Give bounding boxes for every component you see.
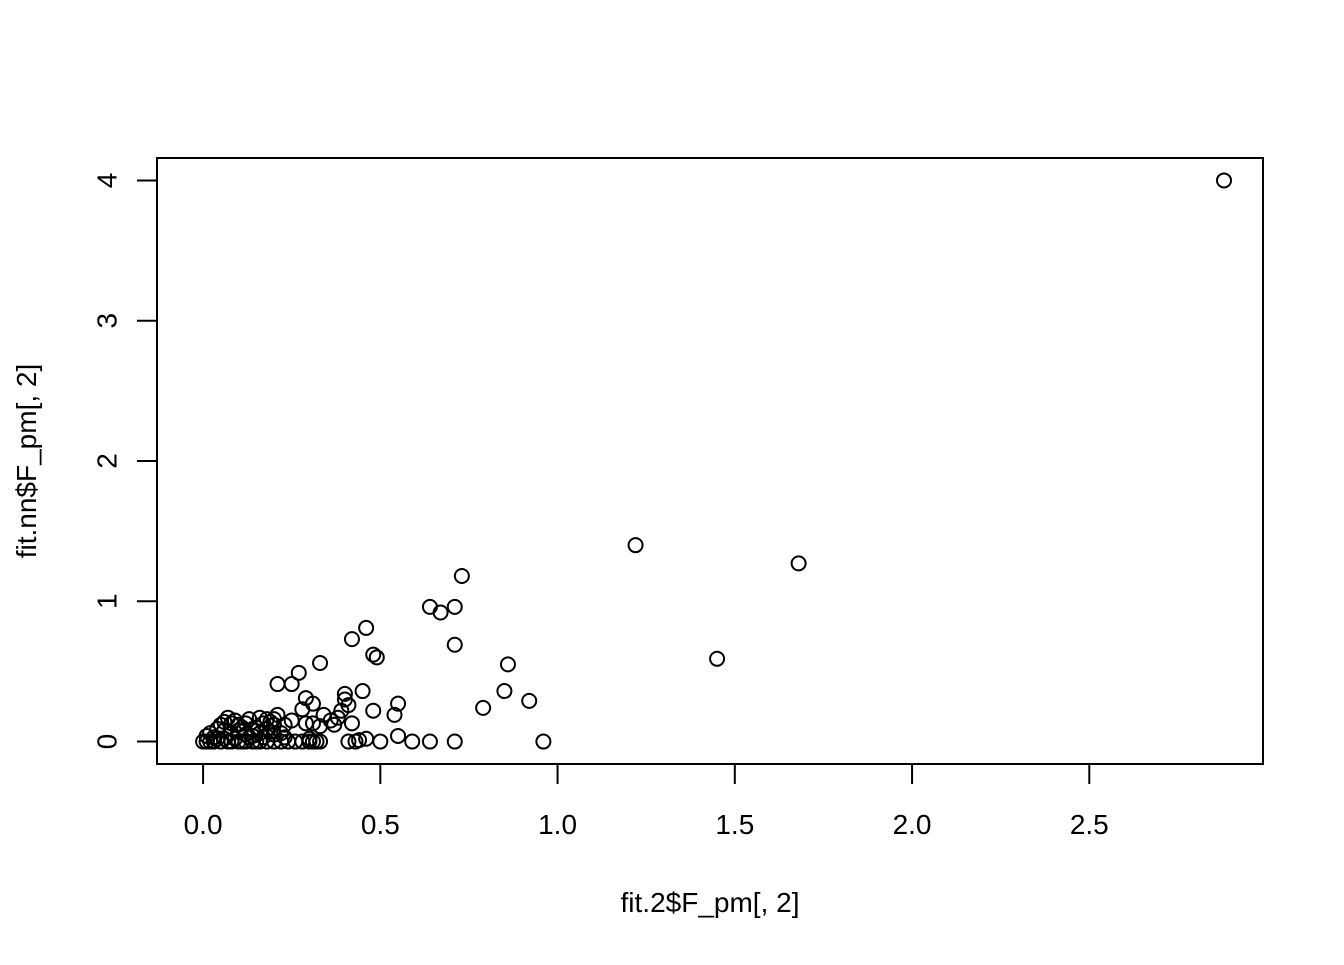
data-point (336, 685, 353, 702)
data-point (709, 650, 726, 667)
data-point (372, 733, 389, 750)
data-point (390, 727, 407, 744)
data-point (390, 695, 407, 712)
data-point (290, 664, 307, 681)
data-point (315, 706, 332, 723)
x-tick-label: 1.5 (715, 809, 754, 840)
x-tick-label: 2.5 (1070, 809, 1109, 840)
data-point (421, 598, 438, 615)
x-tick-label: 0.0 (184, 809, 223, 840)
data-point (368, 649, 385, 666)
data-points (195, 172, 1233, 750)
x-axis: 0.0 0.5 1.0 1.5 2.0 2.5 (184, 763, 1109, 840)
data-point (265, 711, 282, 728)
data-point (358, 619, 375, 636)
data-point (343, 715, 360, 732)
y-axis: 0 1 2 3 4 (91, 173, 158, 750)
data-point (446, 636, 463, 653)
data-point (340, 733, 357, 750)
data-point (453, 568, 470, 585)
data-point (297, 690, 314, 707)
data-point (386, 706, 403, 723)
data-point (230, 716, 247, 733)
data-point (535, 733, 552, 750)
data-point (336, 691, 353, 708)
y-tick-label: 3 (91, 313, 122, 329)
data-point (304, 715, 321, 732)
data-point (258, 711, 275, 728)
data-point (347, 733, 364, 750)
data-point (269, 676, 286, 693)
data-point (521, 692, 538, 709)
y-tick-label: 2 (91, 453, 122, 469)
data-point (446, 598, 463, 615)
data-point (432, 604, 449, 621)
data-point (499, 656, 516, 673)
data-point (446, 733, 463, 750)
data-point (276, 729, 293, 746)
data-point (404, 733, 421, 750)
data-point (365, 702, 382, 719)
data-point (312, 733, 329, 750)
data-point (312, 655, 329, 671)
data-point (354, 683, 371, 700)
x-tick-label: 0.5 (361, 809, 400, 840)
data-point (790, 555, 807, 572)
data-point (358, 730, 375, 747)
data-point (283, 676, 300, 693)
data-point (294, 701, 311, 718)
data-point (365, 646, 382, 663)
data-point (421, 733, 438, 750)
data-point (627, 537, 644, 554)
data-point (475, 699, 492, 716)
x-tick-label: 1.0 (538, 809, 577, 840)
y-axis-label: fit.nn$F_pm[, 2] (11, 364, 42, 559)
y-tick-label: 0 (91, 734, 122, 750)
x-tick-label: 2.0 (893, 809, 932, 840)
y-tick-label: 1 (91, 593, 122, 609)
plot-frame (156, 157, 1264, 765)
data-point (251, 733, 268, 750)
y-tick-label: 4 (91, 173, 122, 189)
data-point (304, 733, 321, 750)
data-point (1216, 172, 1233, 189)
x-axis-label: fit.2$F_pm[, 2] (621, 887, 800, 918)
data-point (496, 683, 513, 700)
data-point (343, 631, 360, 648)
